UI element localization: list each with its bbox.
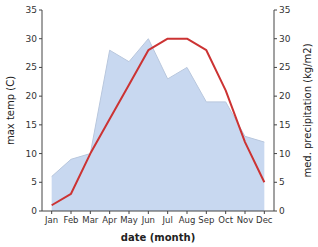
y-tick	[39, 182, 42, 183]
y2-tick	[274, 10, 277, 11]
y2-tick-label: 20	[279, 91, 291, 101]
y-tick-label: 0	[31, 206, 37, 216]
y2-axis-line	[274, 10, 275, 211]
y2-axis-label: med. precipitation (kg/m2)	[302, 43, 313, 177]
y2-tick-label: 0	[279, 206, 285, 216]
x-tick	[90, 211, 91, 214]
y-tick	[39, 67, 42, 68]
y2-tick-label: 35	[279, 5, 290, 15]
plot-area	[52, 39, 265, 211]
y-tick	[39, 211, 42, 212]
x-tick-label: Feb	[63, 215, 78, 225]
y2-tick	[274, 96, 277, 97]
y2-tick-label: 5	[279, 177, 285, 187]
y2-tick	[274, 67, 277, 68]
y-tick	[39, 96, 42, 97]
y2-tick	[274, 153, 277, 154]
y2-tick	[274, 124, 277, 125]
y-tick-label: 35	[26, 5, 37, 15]
y-tick	[39, 38, 42, 39]
x-tick-label: Jul	[162, 215, 173, 225]
x-tick	[148, 211, 149, 214]
x-tick	[167, 211, 168, 214]
x-tick	[71, 211, 72, 214]
y-tick-label: 10	[26, 149, 38, 159]
y-tick	[39, 153, 42, 154]
y2-tick	[274, 182, 277, 183]
x-tick-label: Oct	[218, 215, 233, 225]
y2-tick	[274, 38, 277, 39]
x-tick	[206, 211, 207, 214]
x-tick	[264, 211, 265, 214]
x-tick	[129, 211, 130, 214]
x-tick	[187, 211, 188, 214]
y-tick-label: 20	[26, 91, 38, 101]
y2-tick-label: 25	[279, 62, 290, 72]
y-axis-line	[42, 10, 43, 211]
x-tick-label: Jun	[141, 215, 155, 225]
y-tick-label: 15	[26, 120, 37, 130]
x-tick-label: Mar	[82, 215, 99, 225]
x-tick-label: Nov	[237, 215, 254, 225]
line	[52, 39, 265, 206]
x-tick	[225, 211, 226, 214]
chart-svg: 0 5 10 15 20 25 30 35 0 5 10 15 20 25 30 35 Jan Feb MarApr…	[0, 0, 318, 247]
x-tick-label: Dec	[256, 215, 273, 225]
y-tick-label: 30	[26, 34, 38, 44]
y2-tick-label: 10	[279, 149, 291, 159]
x-tick	[109, 211, 110, 214]
x-tick-label: Aug	[179, 215, 196, 225]
x-axis-line	[42, 211, 274, 212]
x-axis-label: date (month)	[121, 232, 195, 243]
chart-container: 0 5 10 15 20 25 30 35 0 5 10 15 20 25 30 35 Jan Feb MarApr…	[0, 0, 318, 247]
x-tick-label: Jan	[44, 215, 58, 225]
y-axis-label: max temp (C)	[5, 76, 16, 145]
x-tick-label: Sep	[198, 215, 214, 225]
y-tick	[39, 10, 42, 11]
y2-tick-label: 15	[279, 120, 290, 130]
x-tick-label: Apr	[102, 215, 117, 225]
y-tick-label: 25	[26, 62, 37, 72]
area-fill	[52, 39, 265, 211]
x-tick	[245, 211, 246, 214]
y-tick-label: 5	[31, 177, 37, 187]
y-tick	[39, 124, 42, 125]
x-tick-label: May	[120, 215, 138, 225]
y2-tick-label: 30	[279, 34, 291, 44]
y2-tick	[274, 211, 277, 212]
x-tick	[51, 211, 52, 214]
